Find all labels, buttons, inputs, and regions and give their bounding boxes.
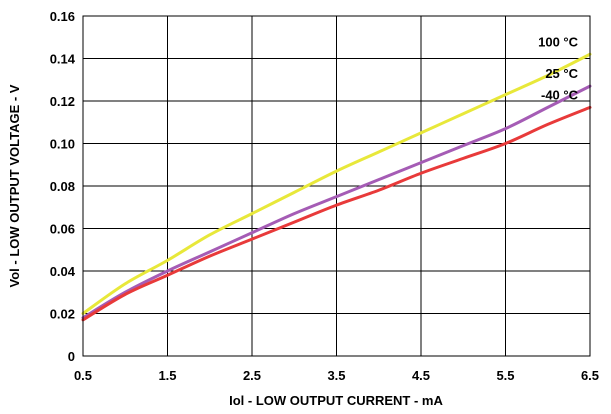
y-tick-label: 0.14: [50, 52, 76, 67]
series-line-1: [81, 84, 592, 320]
x-tick-label: 1.5: [158, 368, 176, 383]
y-tick-label: 0.06: [50, 222, 75, 237]
plot-frame: [82, 15, 591, 357]
x-tick-label: 3.5: [327, 368, 345, 383]
x-tick-label: 6.5: [581, 368, 599, 383]
y-tick-label: 0.10: [50, 137, 75, 152]
x-tick-label: 2.5: [243, 368, 261, 383]
y-axis-title: Vol - LOW OUTPUT VOLTAGE - V: [7, 84, 22, 287]
series-label-1: 25 °C: [545, 66, 578, 81]
y-tick-label: 0.12: [50, 94, 75, 109]
y-tick-label: 0.08: [50, 179, 75, 194]
x-tick-label: 4.5: [412, 368, 430, 383]
x-axis-title: Iol - LOW OUTPUT CURRENT - mA: [229, 393, 443, 408]
x-tick-label: 0.5: [74, 368, 92, 383]
series-labels: 100 °C 25 °C -40 °C: [538, 34, 579, 102]
series-line-0: [81, 52, 592, 315]
series-label-2: -40 °C: [541, 87, 579, 102]
series-label-0: 100 °C: [538, 34, 579, 49]
x-tick-label: 5.5: [496, 368, 514, 383]
x-tick-labels: 0.5 1.5 2.5 3.5 4.5 5.5 6.5: [74, 368, 599, 383]
series-line-2: [81, 105, 592, 322]
y-tick-label: 0.02: [50, 307, 75, 322]
y-tick-label: 0: [68, 349, 75, 364]
y-tick-labels: 0 0.02 0.04 0.06 0.08 0.10 0.12 0.14 0.16: [50, 9, 76, 364]
y-tick-label: 0.16: [50, 9, 75, 24]
series-layer: [81, 52, 592, 322]
y-tick-label: 0.04: [50, 264, 76, 279]
